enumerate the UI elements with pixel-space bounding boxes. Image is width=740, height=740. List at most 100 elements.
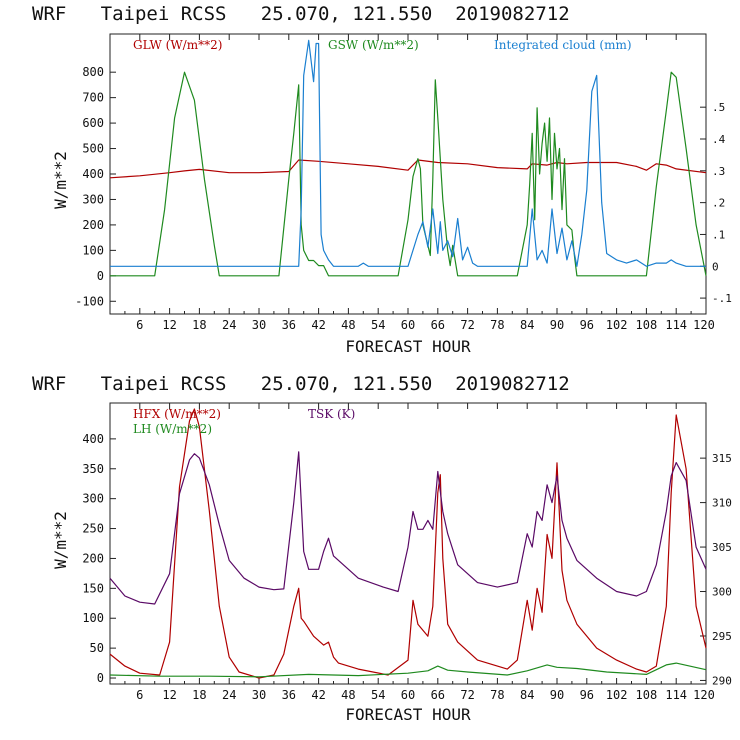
top-x-axis-label: FORECAST HOUR [345, 337, 471, 356]
series-line-lh-w-m-2 [109, 662, 707, 678]
series-line-gsw-w-m-2 [110, 71, 707, 277]
series-line-tsk-k [109, 451, 707, 605]
x-tick-label: 24 [222, 688, 236, 702]
y-tick-label: 800 [82, 65, 104, 79]
x-tick-label: 36 [282, 318, 296, 332]
x-tick-label: 66 [431, 688, 445, 702]
legend-tsk: TSK (K) [308, 407, 355, 421]
x-tick-label: 114 [665, 688, 687, 702]
bottom-series-group [109, 408, 707, 679]
series-line-integrated-cloud-mm [110, 39, 706, 267]
y2-tick-label: .2 [712, 197, 725, 210]
x-tick-label: 84 [520, 318, 534, 332]
x-tick-label: 102 [606, 318, 628, 332]
y-tick-label: 0 [97, 671, 104, 685]
bottom-x-ticks: 6 12 18 24 30 36 42 48 54 60 66 72 78 84 90 96 102 108 114… [124, 403, 715, 702]
x-tick-label: 72 [460, 318, 474, 332]
x-tick-label: 90 [550, 688, 564, 702]
x-tick-label: 36 [282, 688, 296, 702]
y2-tick-label: .1 [712, 228, 725, 241]
x-tick-label: 120 [693, 688, 715, 702]
x-tick-label: 78 [490, 688, 504, 702]
x-tick-label: 96 [580, 688, 594, 702]
x-tick-label: 108 [636, 318, 658, 332]
legend-hfx: HFX (W/m**2) [133, 407, 221, 421]
y-tick-label: 100 [82, 611, 104, 625]
top-chart: WRF Taipei RCSS 25.070, 121.550 20190827… [32, 3, 732, 356]
y-tick-label: 200 [82, 218, 104, 232]
y-tick-label: 0 [97, 269, 104, 283]
top-x-ticks: 6 12 18 24 30 36 42 48 54 60 66 72 78 84 90 96 102 108 114… [124, 34, 715, 332]
x-tick-label: 6 [136, 318, 143, 332]
y-tick-label: 600 [82, 116, 104, 130]
x-tick-label: 42 [311, 688, 325, 702]
x-tick-label: 24 [222, 318, 236, 332]
y-tick-label: 150 [82, 581, 104, 595]
x-tick-label: 12 [162, 318, 176, 332]
bottom-chart-header: WRF Taipei RCSS 25.070, 121.550 20190827… [32, 373, 570, 395]
y2-tick-label: 295 [712, 630, 732, 643]
x-tick-label: 30 [252, 688, 266, 702]
series-line-hfx-w-m-2 [109, 408, 707, 679]
bottom-chart: WRF Taipei RCSS 25.070, 121.550 20190827… [32, 373, 732, 724]
y-tick-label: 500 [82, 142, 104, 156]
y-tick-label: 100 [82, 243, 104, 257]
x-tick-label: 66 [431, 318, 445, 332]
y-tick-label: 400 [82, 167, 104, 181]
legend-glw: GLW (W/m**2) [133, 38, 222, 52]
x-tick-label: 60 [401, 318, 415, 332]
legend-gsw: GSW (W/m**2) [328, 38, 419, 52]
x-tick-label: 60 [401, 688, 415, 702]
bottom-y2-ticks: 290 295 300 305 310 315 [700, 452, 732, 687]
y-tick-label: 700 [82, 91, 104, 105]
y-tick-label: 200 [82, 551, 104, 565]
y2-tick-label: -.1 [712, 292, 732, 305]
x-tick-label: 12 [162, 688, 176, 702]
x-tick-label: 18 [192, 318, 206, 332]
y2-tick-label: .4 [712, 133, 726, 146]
legend-integrated-cloud: Integrated cloud (mm) [494, 38, 632, 52]
x-tick-label: 72 [460, 688, 474, 702]
top-chart-header: WRF Taipei RCSS 25.070, 121.550 20190827… [32, 3, 570, 25]
y2-tick-label: .5 [712, 101, 725, 114]
legend-lh: LH (W/m**2) [133, 422, 212, 436]
y-tick-label: 50 [90, 641, 104, 655]
x-tick-label: 54 [371, 688, 385, 702]
y2-tick-label: 315 [712, 452, 732, 465]
series-line-glw-w-m-2 [109, 159, 707, 179]
x-tick-label: 84 [520, 688, 534, 702]
y2-tick-label: 305 [712, 541, 732, 554]
y-tick-label: 300 [82, 192, 104, 206]
bottom-x-axis-label: FORECAST HOUR [345, 705, 471, 724]
top-plot-frame [109, 33, 707, 315]
top-y-axis-label: W/m**2 [51, 151, 70, 209]
x-tick-label: 54 [371, 318, 385, 332]
x-tick-label: 102 [606, 688, 628, 702]
bottom-y-ticks: 0 50 100 150 200 250 300 350 400 [82, 432, 116, 685]
y-tick-label: 250 [82, 522, 104, 536]
bottom-y-axis-label: W/m**2 [51, 511, 70, 569]
x-tick-label: 18 [192, 688, 206, 702]
x-tick-label: 6 [136, 688, 143, 702]
x-tick-label: 30 [252, 318, 266, 332]
x-tick-label: 96 [580, 318, 594, 332]
x-tick-label: 78 [490, 318, 504, 332]
top-y-ticks: -100 0 100 200 300 400 500 600 700 800 [75, 65, 116, 308]
x-tick-label: 48 [341, 688, 355, 702]
top-series-group [109, 39, 707, 277]
y-tick-label: -100 [75, 294, 104, 308]
top-y2-ticks: -.1 0 .1 .2 .3 .4 .5 [700, 101, 732, 305]
y-tick-label: 400 [82, 432, 104, 446]
y2-tick-label: .3 [712, 165, 725, 178]
x-tick-label: 90 [550, 318, 564, 332]
x-tick-label: 120 [693, 318, 715, 332]
y-tick-label: 350 [82, 462, 104, 476]
x-tick-label: 108 [636, 688, 658, 702]
x-tick-label: 42 [311, 318, 325, 332]
y2-tick-label: 300 [712, 586, 732, 599]
x-tick-label: 114 [665, 318, 687, 332]
y2-tick-label: 290 [712, 674, 732, 687]
y2-tick-label: 310 [712, 497, 732, 510]
y-tick-label: 300 [82, 492, 104, 506]
